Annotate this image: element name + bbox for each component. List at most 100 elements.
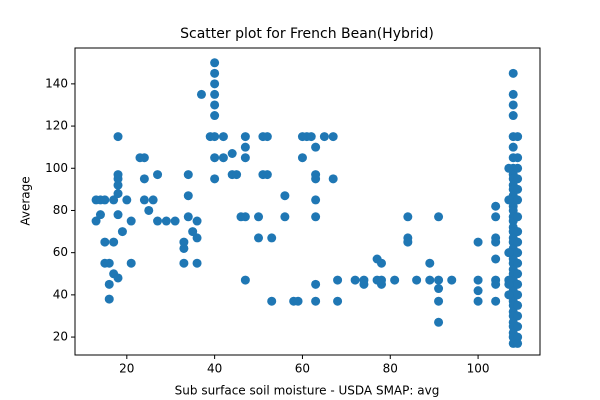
scatter-point xyxy=(210,100,220,110)
scatter-point xyxy=(491,212,501,222)
x-tick-label: 80 xyxy=(383,362,398,376)
scatter-point xyxy=(240,142,250,152)
scatter-point xyxy=(504,290,514,300)
scatter-point xyxy=(267,296,277,306)
scatter-point xyxy=(319,132,329,142)
scatter-point xyxy=(504,248,514,258)
scatter-point xyxy=(179,237,189,247)
scatter-point xyxy=(210,79,220,89)
scatter-point xyxy=(183,170,193,180)
scatter-point xyxy=(504,195,514,205)
y-tick-label: 120 xyxy=(45,119,68,133)
scatter-point xyxy=(297,153,307,163)
scatter-point xyxy=(513,300,523,310)
scatter-point xyxy=(504,163,514,173)
scatter-point xyxy=(473,296,483,306)
scatter-point xyxy=(333,296,343,306)
scatter-point xyxy=(280,212,290,222)
scatter-point xyxy=(218,153,228,163)
scatter-point xyxy=(148,195,158,205)
scatter-point xyxy=(491,296,501,306)
scatter-point xyxy=(491,201,501,211)
scatter-point xyxy=(311,195,321,205)
scatter-point xyxy=(183,191,193,201)
x-axis-label: Sub surface soil moisture - USDA SMAP: a… xyxy=(175,384,440,398)
scatter-point xyxy=(192,233,202,243)
scatter-point xyxy=(100,195,110,205)
scatter-point xyxy=(491,254,501,264)
y-tick-label: 80 xyxy=(53,203,68,217)
scatter-point xyxy=(161,216,171,226)
scatter-point xyxy=(218,132,228,142)
scatter-point xyxy=(196,89,206,99)
scatter-point xyxy=(513,338,523,348)
scatter-point xyxy=(95,210,105,220)
scatter-point xyxy=(153,170,163,180)
scatter-point xyxy=(210,153,220,163)
scatter-point xyxy=(192,216,202,226)
y-tick-label: 100 xyxy=(45,161,68,175)
scatter-point xyxy=(403,212,413,222)
scatter-point xyxy=(113,170,123,180)
y-axis-label: Average xyxy=(19,176,33,225)
x-tick-label: 20 xyxy=(119,362,134,376)
scatter-point xyxy=(311,212,321,222)
scatter-point xyxy=(104,279,114,289)
scatter-point xyxy=(139,174,149,184)
y-tick-label: 140 xyxy=(45,76,68,90)
x-tick-label: 40 xyxy=(207,362,222,376)
scatter-point xyxy=(447,275,457,285)
chart-title: Scatter plot for French Bean(Hybrid) xyxy=(180,26,434,42)
scatter-point xyxy=(144,205,154,215)
scatter-point xyxy=(113,189,123,199)
scatter-point xyxy=(513,332,523,342)
scatter-point xyxy=(513,153,523,163)
scatter-point xyxy=(508,205,518,215)
scatter-point xyxy=(139,195,149,205)
scatter-point xyxy=(254,233,264,243)
scatter-point xyxy=(434,275,444,285)
scatter-point xyxy=(473,286,483,296)
scatter-point xyxy=(390,275,400,285)
scatter-point xyxy=(328,174,338,184)
scatter-point xyxy=(434,296,444,306)
y-tick-label: 40 xyxy=(53,287,68,301)
y-tick-label: 60 xyxy=(53,245,68,259)
scatter-point xyxy=(113,210,123,220)
scatter-point xyxy=(170,216,180,226)
scatter-point xyxy=(109,195,119,205)
scatter-point xyxy=(508,142,518,152)
scatter-point xyxy=(306,132,316,142)
scatter-point xyxy=(425,258,435,268)
scatter-point xyxy=(183,212,193,222)
scatter-point xyxy=(434,212,444,222)
scatter-point xyxy=(513,279,523,289)
scatter-point xyxy=(227,148,237,158)
x-tick-label: 100 xyxy=(467,362,490,376)
scatter-point xyxy=(425,275,435,285)
scatter-point xyxy=(126,258,136,268)
plot-frame xyxy=(74,47,541,356)
scatter-point xyxy=(104,294,114,304)
scatter-point xyxy=(513,184,523,194)
scatter-point xyxy=(513,227,523,237)
scatter-point xyxy=(473,275,483,285)
scatter-point xyxy=(376,258,386,268)
scatter-point xyxy=(473,237,483,247)
scatter-point xyxy=(513,258,523,268)
scatter-point xyxy=(293,296,303,306)
scatter-point xyxy=(179,258,189,268)
scatter-point xyxy=(513,174,523,184)
scatter-point xyxy=(508,89,518,99)
scatter-point xyxy=(210,89,220,99)
scatter-point xyxy=(210,58,220,68)
scatter-point xyxy=(232,170,242,180)
scatter-point xyxy=(117,227,127,237)
scatter-point xyxy=(513,269,523,279)
scatter-point xyxy=(188,227,198,237)
scatter-point xyxy=(113,180,123,190)
scatter-point xyxy=(210,111,220,121)
scatter-point xyxy=(254,212,264,222)
scatter-point xyxy=(508,68,518,78)
